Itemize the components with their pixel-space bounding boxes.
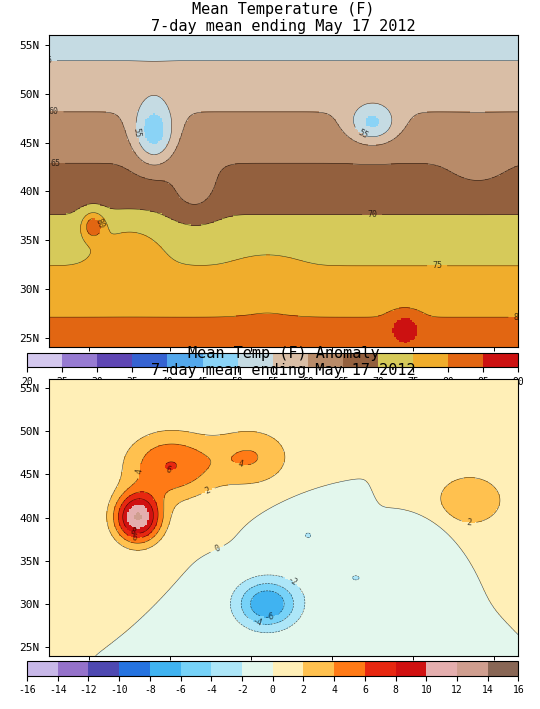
Text: 2: 2 — [204, 486, 212, 496]
Text: 55: 55 — [131, 127, 142, 138]
Text: 0: 0 — [213, 544, 221, 554]
Title: Mean Temp (F) Anomaly
7-day mean ending May 17 2012: Mean Temp (F) Anomaly 7-day mean ending … — [151, 346, 416, 378]
Text: 55: 55 — [42, 56, 52, 65]
Text: -4: -4 — [251, 617, 263, 628]
Text: 55: 55 — [356, 128, 369, 140]
Text: 75: 75 — [432, 262, 442, 270]
Text: 2: 2 — [466, 518, 472, 527]
Text: 65: 65 — [50, 159, 60, 168]
Text: 6: 6 — [131, 533, 138, 542]
Text: 6: 6 — [165, 465, 172, 475]
Text: -6: -6 — [264, 612, 275, 622]
Title: Mean Temperature (F)
7-day mean ending May 17 2012: Mean Temperature (F) 7-day mean ending M… — [151, 2, 416, 34]
Text: 80: 80 — [514, 313, 523, 322]
Text: 70: 70 — [367, 210, 377, 219]
Text: 60: 60 — [49, 107, 58, 116]
Text: 80: 80 — [94, 217, 106, 230]
Text: 8: 8 — [129, 527, 137, 537]
Text: -2: -2 — [286, 575, 299, 588]
Text: 4: 4 — [237, 459, 244, 469]
Text: 4: 4 — [135, 468, 145, 474]
